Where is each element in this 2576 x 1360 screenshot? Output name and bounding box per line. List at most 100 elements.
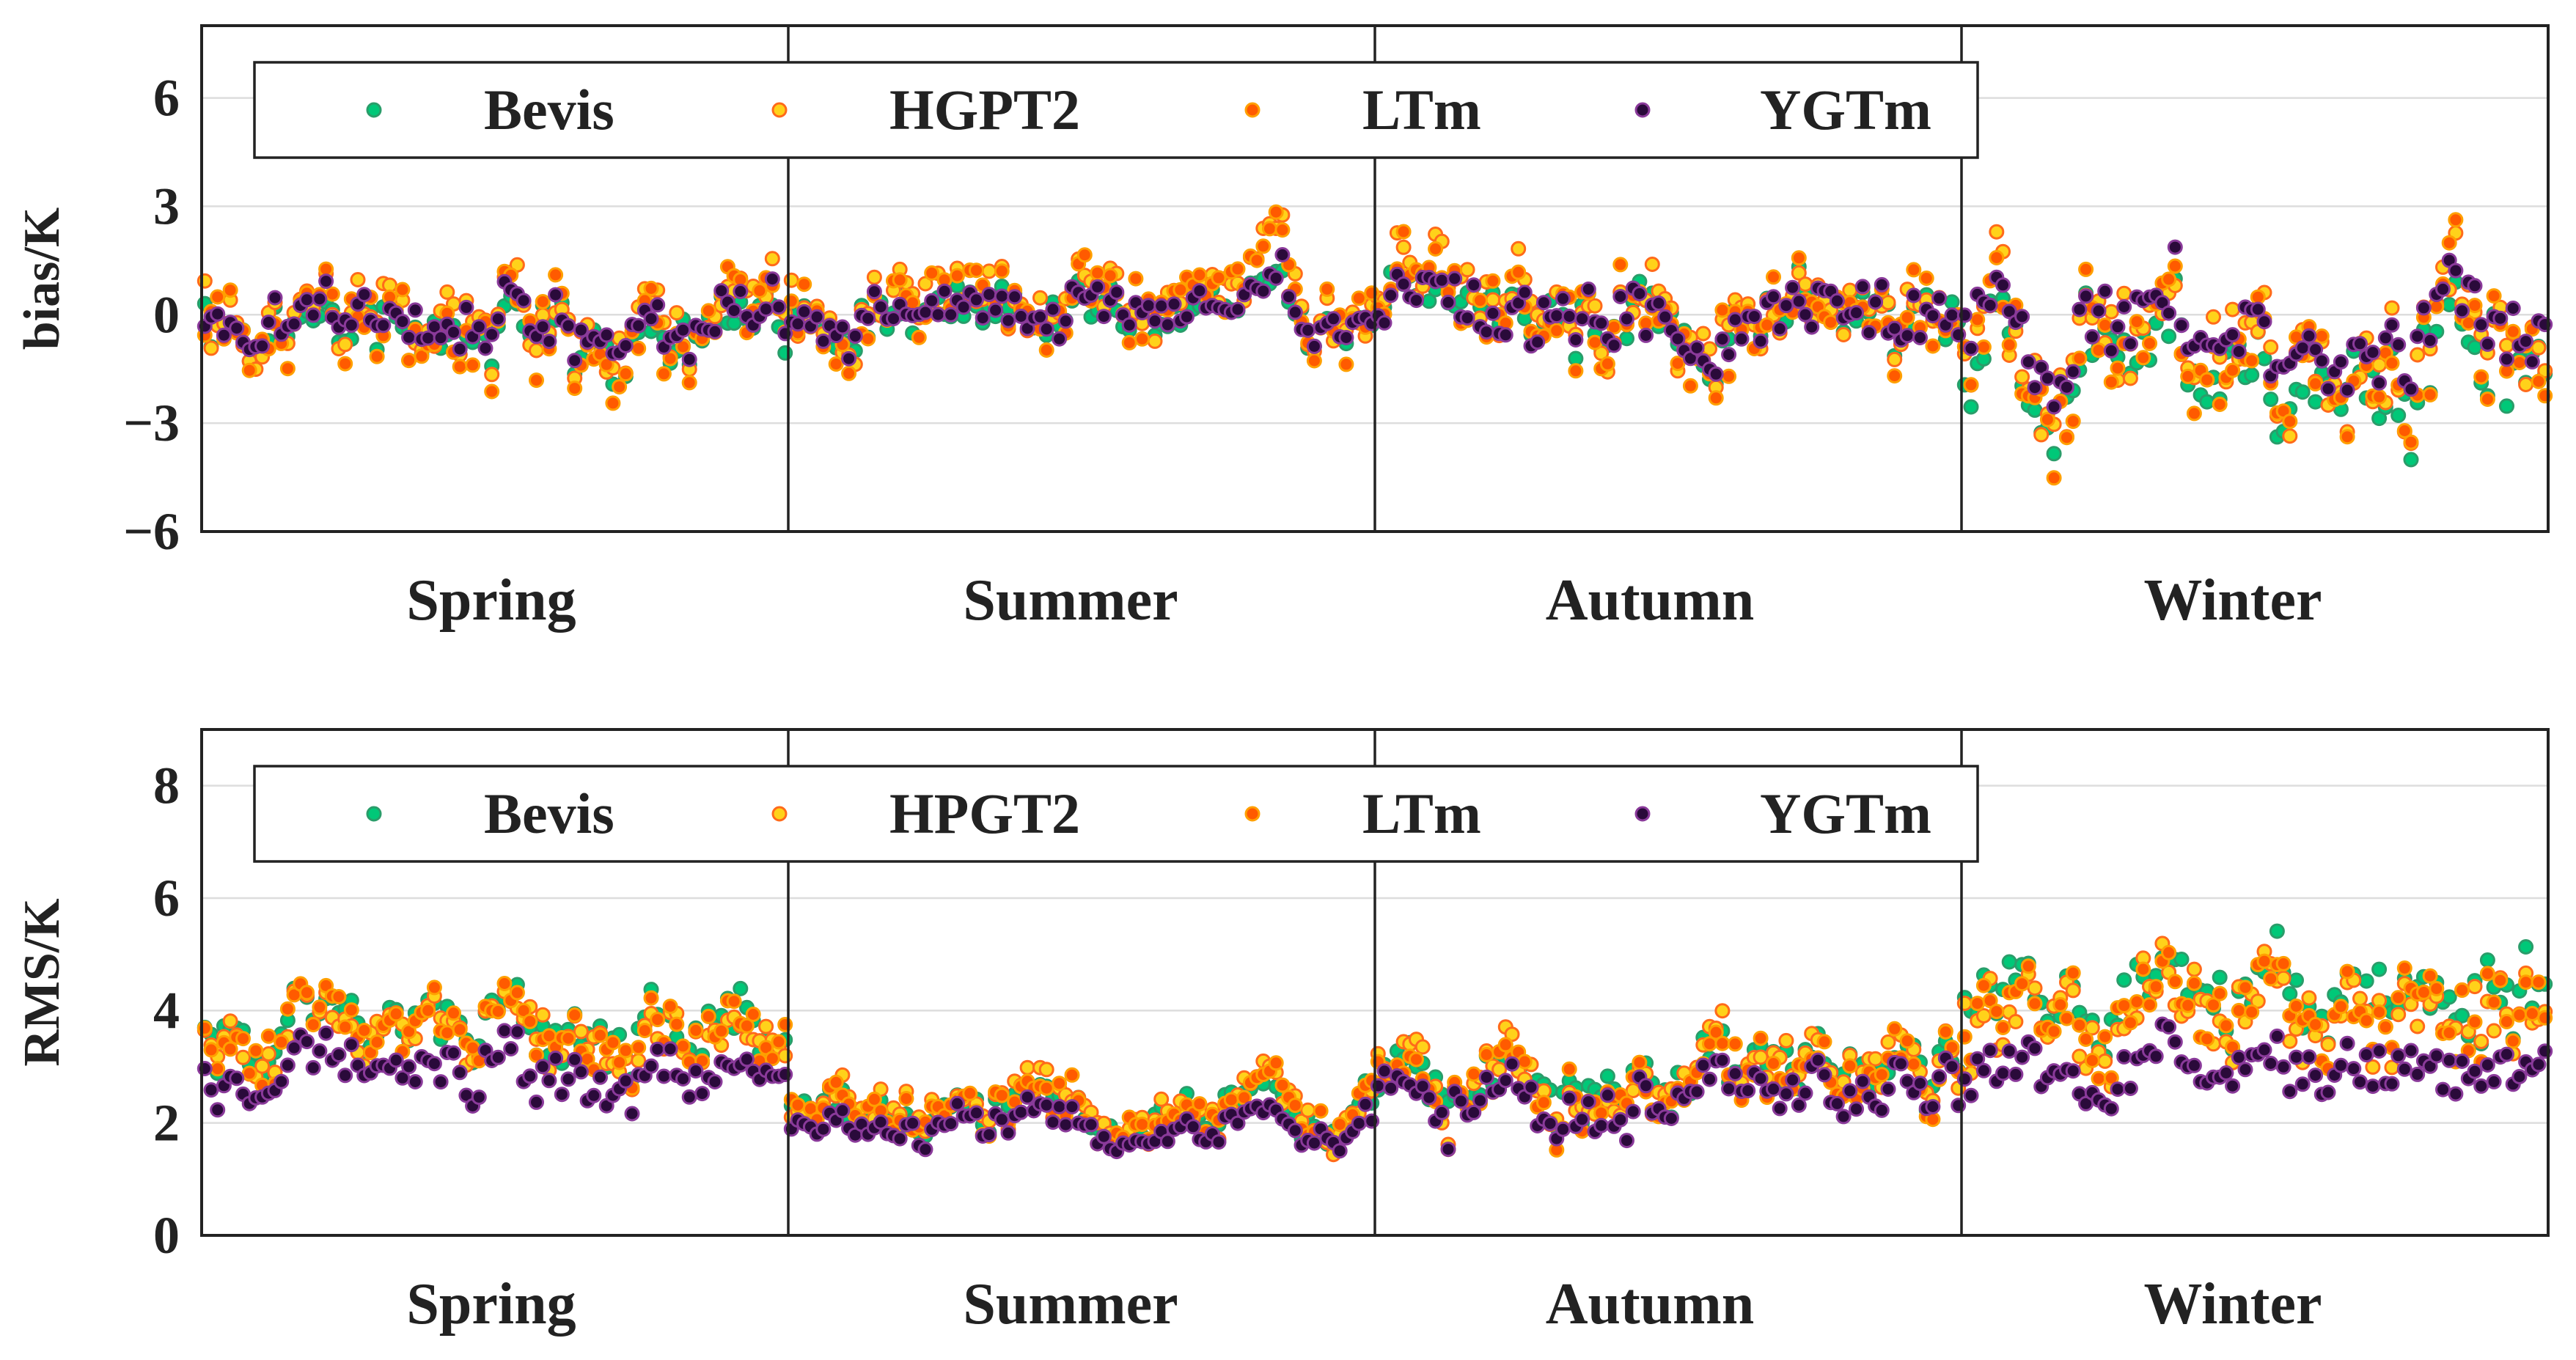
data-point xyxy=(2052,997,2069,1012)
data-point xyxy=(1440,1142,1456,1158)
data-point xyxy=(2339,382,2355,398)
data-point xyxy=(2454,1054,2470,1069)
data-point xyxy=(2492,310,2509,326)
data-point xyxy=(2167,239,2183,255)
data-point xyxy=(1351,290,1367,306)
data-point xyxy=(2263,339,2279,355)
data-point xyxy=(2511,355,2528,370)
data-point xyxy=(2110,319,2126,335)
data-point xyxy=(1925,338,1941,354)
season-label-autumn: Autumn xyxy=(1546,568,1755,633)
data-point xyxy=(2531,974,2547,990)
data-point xyxy=(1102,268,1118,284)
data-point xyxy=(777,1067,793,1082)
data-point xyxy=(203,1042,219,1058)
data-point xyxy=(1931,290,1948,306)
data-point xyxy=(2084,1053,2100,1068)
data-point xyxy=(2078,1032,2094,1047)
data-point xyxy=(2097,1053,2113,1069)
data-point xyxy=(2065,364,2081,380)
data-point xyxy=(2225,301,2241,317)
data-point xyxy=(452,1065,468,1081)
data-point xyxy=(1192,267,1208,283)
data-point xyxy=(1874,1067,1890,1083)
data-point xyxy=(1970,312,1986,328)
data-point xyxy=(758,301,774,317)
data-point xyxy=(2122,1081,2138,1096)
data-point xyxy=(1262,221,1277,237)
data-point xyxy=(2129,314,2145,330)
data-point xyxy=(407,302,423,318)
rms-scatter-points xyxy=(197,923,2553,1163)
data-point xyxy=(1759,317,1775,333)
data-point xyxy=(1134,1117,1151,1133)
y-tick-label: 0 xyxy=(153,1206,180,1265)
data-point xyxy=(1906,287,1922,304)
data-point xyxy=(216,327,232,343)
season-label-summer: Summer xyxy=(963,568,1178,633)
data-point xyxy=(586,1087,602,1103)
data-point xyxy=(2346,1061,2362,1077)
data-point xyxy=(286,316,302,332)
data-point xyxy=(1052,1099,1068,1114)
data-point xyxy=(471,319,487,335)
data-point xyxy=(2531,339,2547,356)
data-point xyxy=(2448,262,2464,279)
data-point xyxy=(312,999,328,1015)
data-point xyxy=(847,328,863,344)
data-point xyxy=(1223,1092,1239,1108)
data-point xyxy=(452,341,468,357)
data-point xyxy=(1874,1102,1890,1118)
data-point xyxy=(2396,423,2412,438)
data-point xyxy=(726,315,742,331)
data-point xyxy=(1816,1034,1832,1050)
data-point xyxy=(286,1040,302,1056)
data-point xyxy=(1753,1030,1769,1046)
data-point xyxy=(1587,298,1603,314)
data-point xyxy=(1300,322,1316,338)
data-point xyxy=(2091,342,2107,359)
data-point xyxy=(2365,1059,2381,1075)
data-point xyxy=(624,1106,640,1122)
y-tick-label: 3 xyxy=(153,177,180,235)
data-point xyxy=(828,356,844,372)
data-point xyxy=(1090,265,1106,281)
data-point xyxy=(605,395,621,411)
data-point xyxy=(1593,1117,1610,1133)
data-point xyxy=(560,1030,576,1046)
data-point xyxy=(1000,1125,1016,1141)
data-point xyxy=(2422,968,2438,984)
data-point xyxy=(1714,331,1731,347)
data-point xyxy=(2237,979,2253,996)
data-point xyxy=(2358,1047,2374,1063)
data-point xyxy=(1555,1121,1571,1137)
data-point xyxy=(548,1050,564,1066)
data-point xyxy=(1766,1056,1781,1071)
data-point xyxy=(324,286,340,302)
data-point xyxy=(2524,353,2540,370)
data-point xyxy=(490,1049,506,1065)
data-point xyxy=(2308,1017,2324,1032)
data-point xyxy=(2467,1014,2483,1030)
data-point xyxy=(2110,1081,2126,1098)
data-point xyxy=(1778,1032,1794,1048)
data-point xyxy=(1791,250,1807,266)
data-point xyxy=(567,353,583,369)
data-point xyxy=(2308,394,2324,410)
data-point xyxy=(1357,1096,1373,1112)
data-point xyxy=(598,356,614,372)
data-point xyxy=(1007,289,1023,305)
data-point xyxy=(535,1007,551,1023)
data-point xyxy=(2371,1043,2388,1059)
data-point xyxy=(1963,1087,1979,1103)
data-point xyxy=(834,1103,851,1119)
data-point xyxy=(2072,301,2088,317)
data-point xyxy=(892,1131,908,1147)
data-point xyxy=(1593,315,1610,331)
data-point xyxy=(841,350,857,367)
data-point xyxy=(1849,1101,1864,1117)
data-point xyxy=(343,317,359,333)
data-point xyxy=(1153,1091,1170,1107)
data-point xyxy=(2161,305,2177,321)
data-point xyxy=(1638,327,1654,343)
